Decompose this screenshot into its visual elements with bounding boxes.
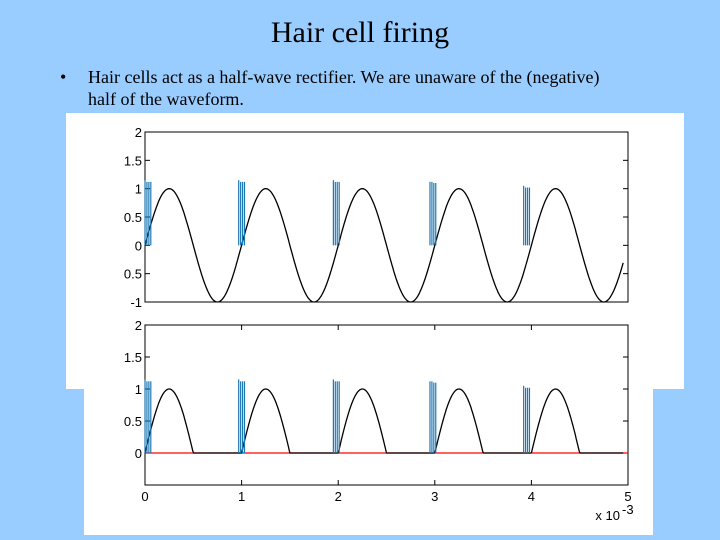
bottom-rectified-line <box>144 388 624 454</box>
top-y-tick-label: 0 <box>135 238 142 253</box>
bottom-x-tick-label: 3 <box>431 489 438 504</box>
bottom-x-tick-label: 5 <box>624 489 631 504</box>
bottom-x-tick-label: 1 <box>238 489 245 504</box>
bottom-x-tick-label: 2 <box>335 489 342 504</box>
bottom-y-tick-label: 1.5 <box>124 350 142 365</box>
bottom-y-tick-label: 0 <box>135 446 142 461</box>
top-y-tick-label: 2 <box>135 125 142 140</box>
top-plot-frame <box>144 131 629 303</box>
bullet-text: Hair cells act as a half-wave rectifier.… <box>88 67 600 109</box>
bottom-x-tick-label: 4 <box>528 489 535 504</box>
bottom-y-tick-label: 1 <box>135 382 142 397</box>
bottom-y-tick-label: 2 <box>135 318 142 333</box>
bullet-icon: • <box>60 67 67 87</box>
bottom-y-tick-label: 0.5 <box>124 414 142 429</box>
top-y-tick-label: -1 <box>130 295 142 310</box>
top-y-tick-label: 0.5 <box>124 267 142 282</box>
x-multiplier-exponent: -3 <box>622 502 634 517</box>
top-y-tick-label: 1.5 <box>124 153 142 168</box>
bottom-figure-panel <box>84 300 653 535</box>
bottom-plot-frame <box>144 324 629 486</box>
top-waveform-line <box>144 188 624 303</box>
top-y-tick-label: 0.5 <box>124 210 142 225</box>
bottom-x-tick-label: 0 <box>141 489 148 504</box>
slide-title: Hair cell firing <box>270 16 450 49</box>
top-y-tick-label: 1 <box>135 182 142 197</box>
x-multiplier-label: x 10 <box>595 508 620 523</box>
